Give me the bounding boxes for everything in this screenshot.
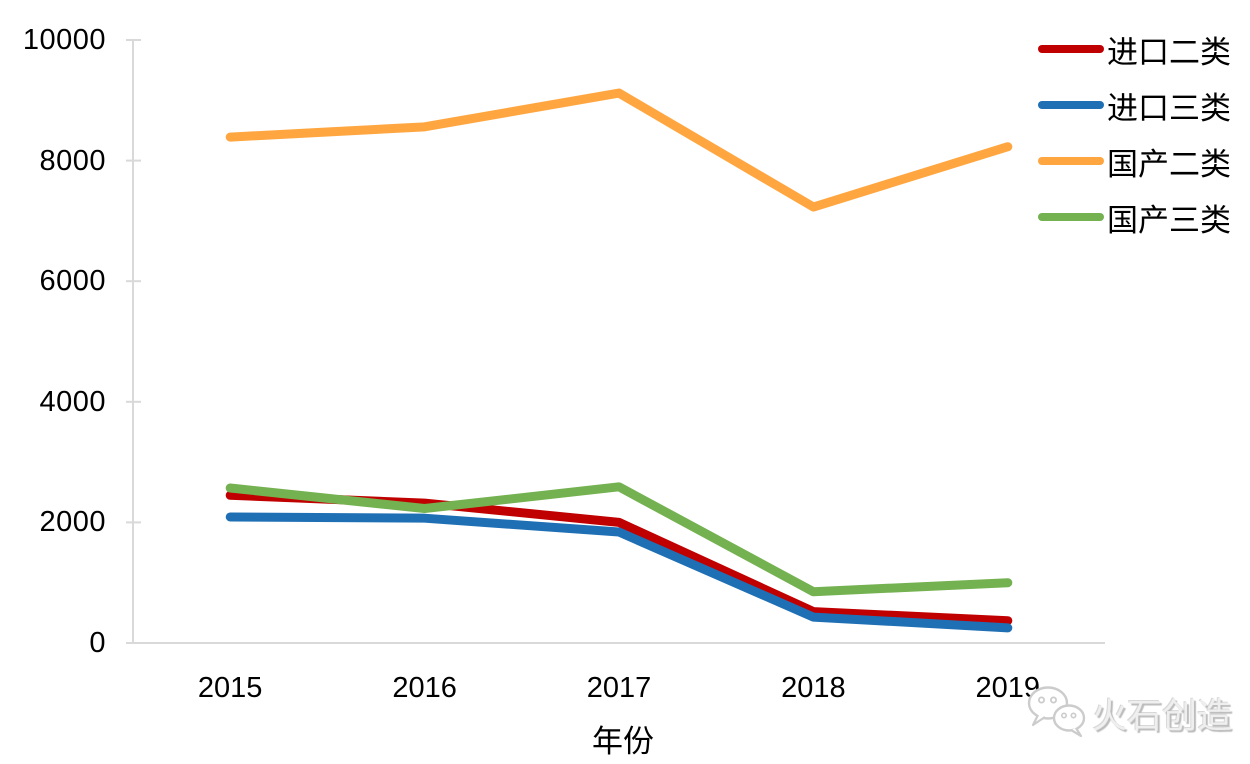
series-line-3 bbox=[225, 482, 1013, 597]
legend-item: 国产三类 bbox=[1038, 189, 1231, 245]
series-line-2 bbox=[225, 88, 1013, 212]
y-tick-label: 0 bbox=[89, 627, 106, 659]
x-axis-title: 年份 bbox=[592, 724, 654, 759]
legend-item: 进口二类 bbox=[1038, 21, 1231, 77]
x-tick-label: 2016 bbox=[392, 672, 457, 704]
legend-swatch bbox=[1038, 157, 1104, 165]
y-tick-label: 8000 bbox=[39, 144, 106, 177]
x-tick-label: 2017 bbox=[586, 672, 652, 704]
x-tick-label: 2015 bbox=[197, 672, 263, 704]
legend-swatch bbox=[1038, 213, 1104, 221]
legend-item: 进口三类 bbox=[1038, 77, 1231, 133]
legend-label: 进口三类 bbox=[1107, 90, 1231, 126]
watermark-text: 火石创造 bbox=[1092, 697, 1233, 736]
y-tick-label: 6000 bbox=[39, 265, 106, 298]
wechat-icon bbox=[1024, 682, 1090, 745]
legend-swatch bbox=[1038, 101, 1104, 109]
legend-label: 国产二类 bbox=[1107, 146, 1231, 182]
legend-label: 进口二类 bbox=[1107, 34, 1231, 70]
y-tick-label: 10000 bbox=[22, 24, 106, 56]
series-line-1 bbox=[225, 512, 1013, 633]
legend: 进口二类进口三类国产二类国产三类 bbox=[1038, 21, 1231, 245]
x-tick-label: 2018 bbox=[781, 672, 846, 704]
watermark: 火石创造 bbox=[1024, 682, 1232, 745]
y-tick-label: 4000 bbox=[39, 385, 106, 418]
legend-swatch bbox=[1038, 45, 1104, 53]
y-tick-label: 2000 bbox=[39, 506, 106, 539]
legend-label: 国产三类 bbox=[1107, 202, 1231, 238]
legend-item: 国产二类 bbox=[1038, 133, 1231, 189]
